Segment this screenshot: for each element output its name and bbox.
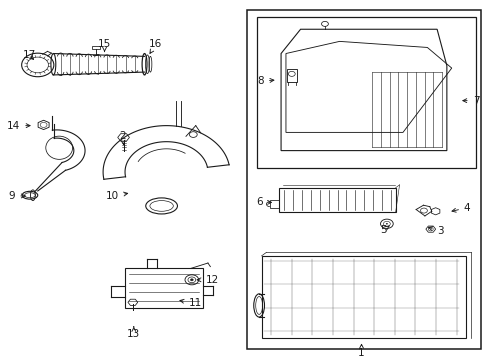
Text: 10: 10 [106, 191, 127, 201]
Text: 4: 4 [451, 203, 469, 213]
Bar [261, 256, 466, 338]
Circle shape [190, 279, 193, 281]
Text: 11: 11 [180, 298, 201, 309]
Text: 3: 3 [427, 226, 443, 236]
Text: 2: 2 [119, 131, 125, 144]
Text: 8: 8 [257, 76, 273, 86]
Text: 7: 7 [462, 96, 478, 105]
Text: 15: 15 [98, 39, 111, 51]
Bar [125, 269, 203, 308]
Bar [246, 10, 480, 349]
Bar [92, 46, 100, 49]
Text: 1: 1 [358, 345, 364, 358]
Text: 9: 9 [9, 191, 25, 201]
Text: 17: 17 [22, 50, 36, 60]
Text: 14: 14 [7, 121, 30, 131]
Bar [269, 199, 278, 208]
Bar [278, 188, 395, 212]
Text: 16: 16 [149, 39, 162, 53]
Bar [286, 69, 296, 82]
Text: 5: 5 [379, 225, 389, 235]
Text: 13: 13 [127, 327, 140, 339]
Bar [256, 17, 475, 168]
Text: 12: 12 [197, 275, 218, 285]
Text: 6: 6 [256, 197, 271, 207]
Circle shape [385, 223, 387, 225]
